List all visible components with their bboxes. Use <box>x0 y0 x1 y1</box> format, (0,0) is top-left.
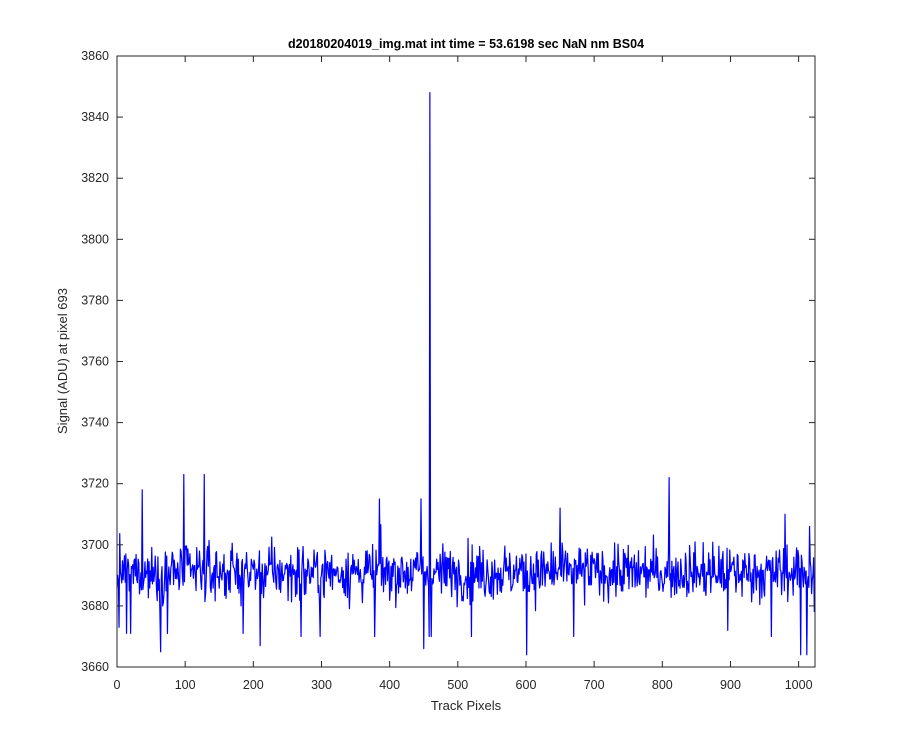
x-tick-label: 100 <box>175 678 196 692</box>
x-tick-label: 500 <box>447 678 468 692</box>
x-tick-label: 400 <box>379 678 400 692</box>
x-tick-label: 300 <box>311 678 332 692</box>
y-tick-label: 3800 <box>81 232 109 246</box>
y-axis: 3660 3680 3700 3720 3740 3760 3780 3800 3820 3840… <box>81 49 815 674</box>
y-tick-label: 3780 <box>81 293 109 307</box>
y-tick-label: 3840 <box>81 110 109 124</box>
x-tick-label: 900 <box>720 678 741 692</box>
x-axis: 0 100 200 300 400 500 600 700 800 900 1000 <box>114 56 813 692</box>
y-tick-label: 3820 <box>81 171 109 185</box>
y-tick-label: 3700 <box>81 538 109 552</box>
x-tick-label: 700 <box>584 678 605 692</box>
y-tick-label: 3760 <box>81 355 109 369</box>
chart-title: d20180204019_img.mat int time = 53.6198 … <box>288 37 644 51</box>
y-tick-label: 3660 <box>81 660 109 674</box>
series-line <box>116 92 815 656</box>
y-tick-label: 3720 <box>81 477 109 491</box>
y-axis-label: Signal (ADU) at pixel 693 <box>55 288 70 434</box>
series-layer <box>116 92 815 656</box>
x-tick-label: 1000 <box>785 678 813 692</box>
y-tick-label: 3860 <box>81 49 109 63</box>
x-axis-label: Track Pixels <box>431 698 502 713</box>
x-tick-label: 600 <box>516 678 537 692</box>
y-tick-label: 3740 <box>81 416 109 430</box>
y-tick-label: 3680 <box>81 599 109 613</box>
x-tick-label: 0 <box>114 678 121 692</box>
x-tick-label: 200 <box>243 678 264 692</box>
x-tick-label: 800 <box>652 678 673 692</box>
